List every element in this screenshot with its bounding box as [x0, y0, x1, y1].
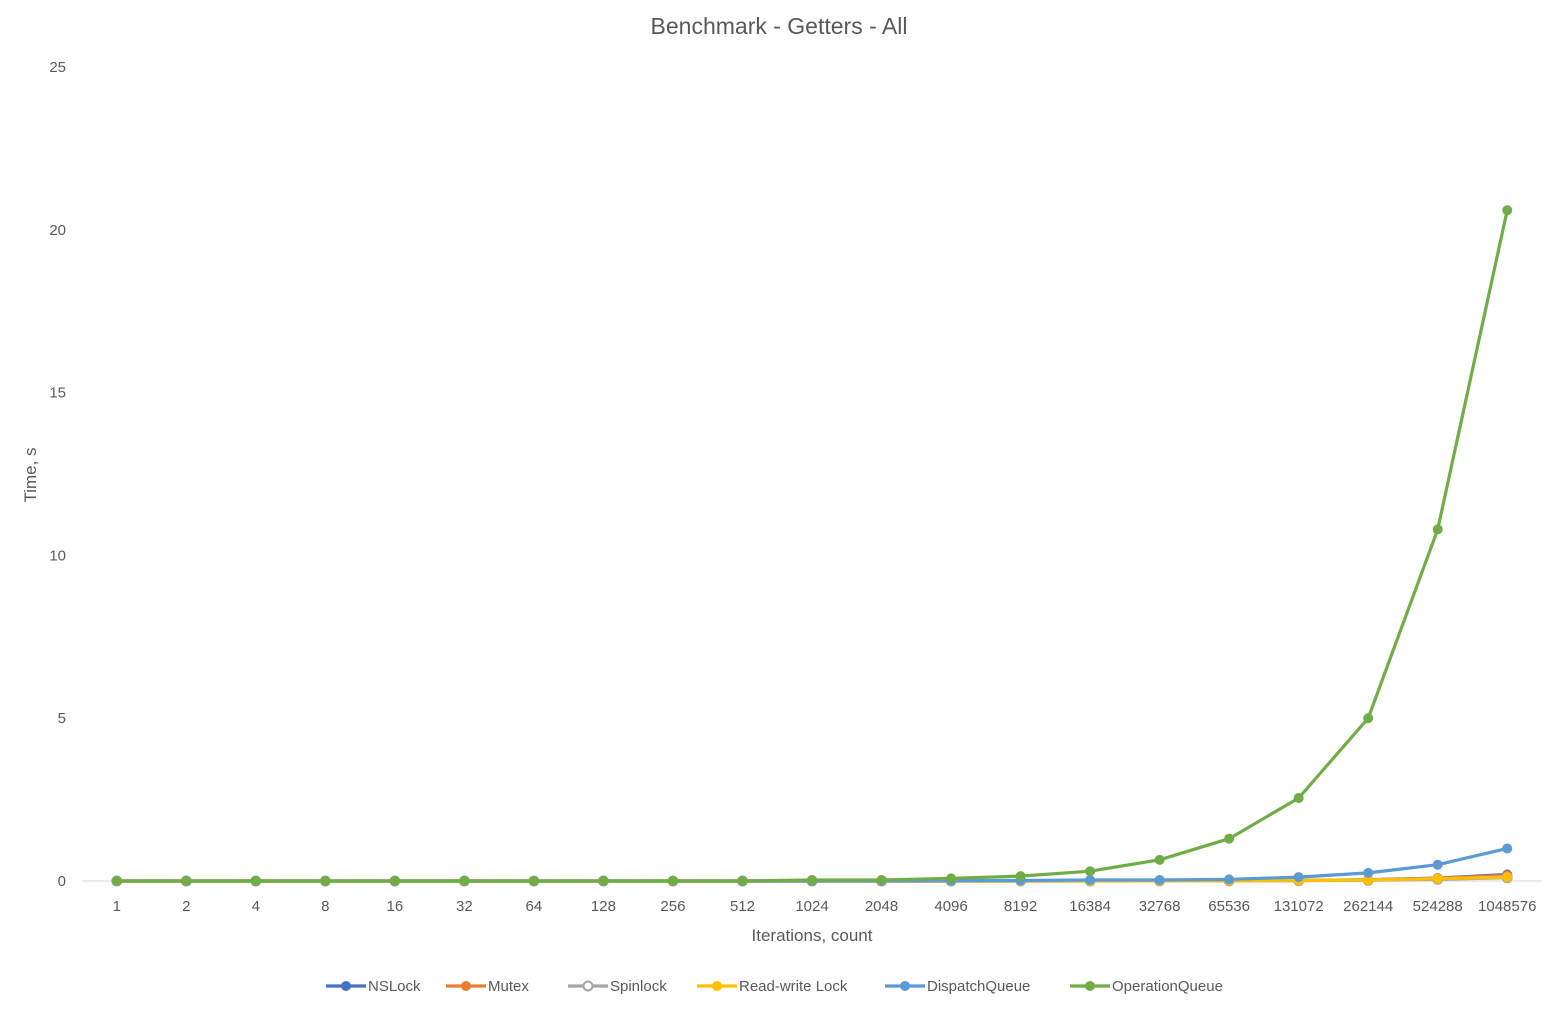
y-tick-label: 25 — [49, 59, 66, 76]
data-point — [876, 875, 887, 886]
legend-item: Read-write Lock — [697, 978, 848, 995]
data-point — [667, 876, 678, 886]
data-point — [111, 876, 122, 886]
legend-item: Spinlock — [568, 978, 667, 995]
legend-label: NSLock — [368, 978, 421, 995]
x-tick-label: 2048 — [865, 898, 898, 915]
legend-label: Spinlock — [610, 978, 667, 995]
x-tick-label: 64 — [526, 898, 543, 915]
legend-swatch-marker — [712, 981, 722, 991]
legend-label: OperationQueue — [1112, 978, 1223, 995]
x-axis-ticks: 1 2 4 8 16 32 64 128 256 512 1024 2048 4096 8192 16384… — [113, 898, 1537, 915]
legend-item: NSLock — [326, 978, 421, 995]
x-tick-label: 32768 — [1139, 898, 1181, 915]
x-tick-label: 256 — [660, 898, 685, 915]
x-tick-label: 131072 — [1274, 898, 1324, 915]
data-point — [1432, 873, 1443, 884]
data-point — [1085, 866, 1096, 877]
legend-swatch-marker — [900, 981, 910, 991]
x-tick-label: 1048576 — [1478, 898, 1536, 915]
data-point — [1432, 859, 1443, 870]
legend-swatch-marker — [1085, 981, 1095, 991]
data-point — [1015, 871, 1026, 882]
x-tick-label: 8192 — [1004, 898, 1037, 915]
legend-label: Read-write Lock — [739, 978, 848, 995]
data-point — [1224, 833, 1235, 844]
x-tick-label: 16 — [387, 898, 404, 915]
legend: NSLock Mutex Spinlock Read-write Lock Dispat… — [326, 978, 1223, 995]
x-tick-label: 524288 — [1413, 898, 1463, 915]
legend-label: Mutex — [488, 978, 529, 995]
legend-swatch-marker — [582, 980, 594, 992]
x-tick-label: 4096 — [934, 898, 967, 915]
data-point — [1224, 874, 1235, 885]
x-tick-label: 65536 — [1208, 898, 1250, 915]
data-point — [181, 876, 192, 886]
y-tick-label: 0 — [58, 873, 66, 890]
x-tick-label: 262144 — [1343, 898, 1393, 915]
series-operationqueue — [111, 205, 1513, 886]
data-point — [1154, 854, 1165, 865]
data-point — [389, 876, 400, 886]
y-tick-label: 5 — [58, 710, 66, 727]
y-axis-title: Time, s — [21, 447, 40, 502]
x-tick-label: 32 — [456, 898, 473, 915]
series-line — [115, 208, 1509, 883]
data-point — [737, 876, 748, 886]
data-point — [1502, 872, 1513, 883]
data-point — [807, 875, 817, 886]
x-tick-label: 1 — [113, 898, 121, 915]
legend-item: Mutex — [446, 978, 529, 995]
data-point — [1502, 843, 1513, 854]
legend-swatch-marker — [461, 981, 471, 991]
series-group — [111, 205, 1513, 887]
data-point — [250, 876, 261, 886]
x-tick-label: 16384 — [1069, 898, 1111, 915]
y-axis-ticks: 0 5 10 15 20 25 — [49, 59, 66, 890]
x-tick-label: 4 — [252, 898, 260, 915]
data-point — [1432, 524, 1443, 535]
chart-title: Benchmark - Getters - All — [651, 13, 908, 39]
data-point — [1293, 872, 1304, 883]
legend-item: DispatchQueue — [885, 978, 1030, 995]
data-point — [598, 876, 609, 886]
legend-swatch-marker — [341, 981, 351, 991]
data-point — [1085, 875, 1096, 886]
x-tick-label: 128 — [591, 898, 616, 915]
x-tick-label: 1024 — [795, 898, 828, 915]
legend-item: OperationQueue — [1070, 978, 1223, 995]
x-tick-label: 2 — [182, 898, 190, 915]
y-tick-label: 10 — [49, 547, 66, 564]
x-axis-title: Iterations, count — [752, 926, 873, 945]
x-tick-label: 512 — [730, 898, 755, 915]
data-point — [1502, 205, 1513, 216]
data-point — [528, 876, 539, 886]
y-tick-label: 15 — [49, 385, 66, 402]
data-point — [459, 876, 470, 886]
data-point — [320, 876, 331, 886]
data-point — [1363, 713, 1374, 724]
y-tick-label: 20 — [49, 222, 66, 239]
data-point — [946, 873, 957, 884]
legend-label: DispatchQueue — [927, 978, 1030, 995]
data-point — [1363, 867, 1374, 878]
x-tick-label: 8 — [321, 898, 329, 915]
data-point — [1293, 792, 1304, 803]
data-point — [1154, 875, 1165, 886]
